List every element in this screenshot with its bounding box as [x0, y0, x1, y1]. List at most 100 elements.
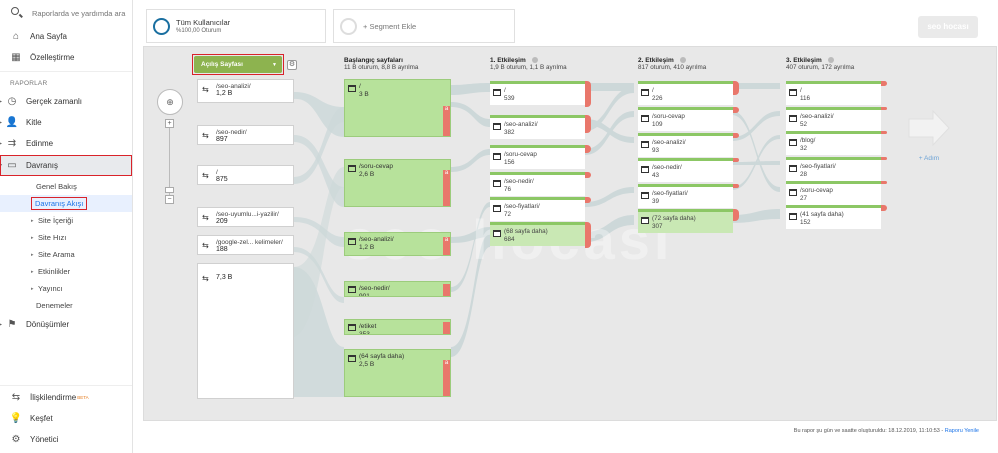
info-icon[interactable]: [531, 57, 538, 64]
subnav-events[interactable]: ▸ Etkinlikler: [0, 263, 132, 280]
nav-acquisition[interactable]: ▸ ⇉ Edinme: [0, 133, 132, 154]
dropoff-bar[interactable]: a: [443, 237, 450, 255]
interaction3-node[interactable]: /seo-fiyatlari/ 28: [786, 157, 887, 181]
dropoff-tab[interactable]: [881, 131, 887, 134]
start-page-node[interactable]: /seo-analizi/1,2 B a: [344, 232, 451, 256]
node-label: /soru-cevap: [652, 113, 685, 120]
start-page-node[interactable]: /seo-nedir/901: [344, 281, 451, 297]
subnav-site-speed[interactable]: ▸ Site Hızı: [0, 229, 132, 246]
info-icon[interactable]: [827, 57, 834, 64]
dropoff-tab[interactable]: [585, 197, 591, 203]
zoom-slider-handle[interactable]: [165, 187, 174, 193]
refresh-report-link[interactable]: Raporu Yenile: [944, 428, 979, 434]
interaction3-node[interactable]: /soru-cevap 27: [786, 181, 887, 205]
nav-discover[interactable]: 💡 Keşfet: [0, 408, 132, 429]
subnav-overview[interactable]: Genel Bakış: [0, 178, 132, 195]
interaction2-node[interactable]: / 226: [638, 81, 739, 105]
interaction1-node[interactable]: /seo-analizi/ 382: [490, 115, 591, 139]
behavior-flow-canvas[interactable]: seo hocası Açılış Sayfası ⚙ ⊕ + − ⇆ /seo…: [143, 46, 997, 421]
dropoff-tab[interactable]: [881, 107, 887, 110]
node-value: 28: [800, 170, 808, 178]
start-page-node[interactable]: /etiket 353: [344, 319, 451, 335]
interaction1-node[interactable]: /soru-cevap 156: [490, 145, 591, 169]
dropoff-tab[interactable]: [585, 172, 591, 178]
pan-control-icon[interactable]: ⊕: [157, 89, 183, 115]
zoom-out-button[interactable]: −: [165, 195, 174, 204]
dropoff-bar[interactable]: [443, 284, 450, 296]
interaction1-node[interactable]: (68 sayfa daha) 684: [490, 222, 591, 248]
interaction2-node[interactable]: /seo-fiyatlari/ 39: [638, 184, 739, 208]
search-icon: [10, 6, 24, 20]
dropoff-tab[interactable]: [881, 181, 887, 184]
dropoff-tab[interactable]: [881, 157, 887, 160]
source-node-value: 875: [216, 176, 228, 183]
nav-admin[interactable]: ⚙ Yönetici: [0, 429, 132, 450]
nav-behavior[interactable]: ▾ ▭ Davranış: [0, 155, 132, 176]
dropoff-tab[interactable]: [733, 184, 739, 188]
interaction3-node[interactable]: (41 sayfa daha) 152: [786, 205, 887, 229]
dropoff-tab[interactable]: [733, 107, 739, 113]
start-page-node[interactable]: /soru-cevap 2,6 B a: [344, 159, 451, 207]
interaction3-node[interactable]: /blog/ 32: [786, 131, 887, 155]
nav-realtime[interactable]: ▸ ◷ Gerçek zamanlı: [0, 91, 132, 112]
dropoff-tab[interactable]: [585, 145, 591, 153]
interaction2-node[interactable]: (72 sayfa daha) 307: [638, 209, 739, 233]
dropoff-tab[interactable]: [585, 222, 591, 248]
zoom-slider-track[interactable]: [169, 125, 170, 195]
dropoff-tab[interactable]: [881, 81, 887, 86]
search-input[interactable]: [32, 8, 132, 18]
dropoff-tab[interactable]: [733, 209, 739, 221]
subnav-behavior-flow[interactable]: Davranış Akışı: [0, 195, 132, 212]
node-value: 901: [359, 293, 370, 297]
add-segment-button[interactable]: + Segment Ekle: [333, 9, 515, 43]
node-value: 32: [800, 144, 808, 152]
nav-home[interactable]: ⌂ Ana Sayfa: [0, 26, 132, 47]
landing-page-dropdown[interactable]: Açılış Sayfası: [194, 56, 282, 73]
subnav-site-search[interactable]: ▸ Site Arama: [0, 246, 132, 263]
interaction1-node[interactable]: / 539: [490, 81, 591, 107]
nav-attribution[interactable]: ⇆ İlişkilendirme BETA: [0, 387, 132, 408]
nav-customization[interactable]: ▦ Özelleştirme: [0, 47, 132, 68]
search-bar[interactable]: [0, 0, 132, 26]
add-step-button[interactable]: + Adım: [904, 109, 954, 162]
dropoff-tab[interactable]: [733, 158, 739, 162]
interaction2-node[interactable]: /seo-analizi/ 93: [638, 133, 739, 157]
dropoff-bar[interactable]: a: [443, 360, 450, 396]
source-node[interactable]: ⇆ /seo-analizi/ 1,2 B: [197, 79, 294, 103]
column-subtitle: 817 oturum, 410 ayrılma: [638, 64, 707, 71]
source-node-value: 7,3 B: [216, 274, 233, 281]
dropoff-bar[interactable]: a: [443, 106, 450, 136]
interaction3-node[interactable]: /seo-analizi/ 52: [786, 107, 887, 131]
expand-caret-icon: ▸: [31, 268, 34, 275]
interaction3-node[interactable]: / 116: [786, 81, 887, 105]
dropoff-tab[interactable]: [585, 115, 591, 133]
interaction1-node[interactable]: /seo-nedir/ 76: [490, 172, 591, 196]
interaction2-node[interactable]: /seo-nedir/ 43: [638, 158, 739, 182]
interaction1-node[interactable]: /seo-fiyatlari/ 72: [490, 197, 591, 221]
source-node[interactable]: ⇆ /seo-uyumlu...i-yazilir/ 209: [197, 207, 294, 227]
dropoff-bar[interactable]: [443, 322, 450, 334]
zoom-in-button[interactable]: +: [165, 119, 174, 128]
dropoff-tab[interactable]: [733, 81, 739, 95]
interaction2-node[interactable]: /soru-cevap 109: [638, 107, 739, 131]
dropoff-tab[interactable]: [585, 81, 591, 107]
subnav-experiments[interactable]: Denemeler: [0, 297, 132, 314]
node-value: 156: [504, 158, 515, 166]
subnav-publisher[interactable]: ▸ Yayıncı: [0, 280, 132, 297]
dropoff-bar[interactable]: a: [443, 170, 450, 206]
nav-admin-label: Yönetici: [30, 435, 59, 444]
gear-icon[interactable]: ⚙: [287, 60, 297, 70]
nav-conversions[interactable]: ▸ ⚑ Dönüşümler: [0, 314, 132, 335]
segment-all-users[interactable]: Tüm Kullanıcılar %100,00 Oturum: [146, 9, 326, 43]
info-icon[interactable]: [679, 57, 686, 64]
dropoff-tab[interactable]: [733, 133, 739, 138]
start-page-node[interactable]: /3 B a: [344, 79, 451, 137]
start-page-node[interactable]: (64 sayfa daha) 2,5 B a: [344, 349, 451, 397]
subnav-site-content[interactable]: ▸ Site İçeriği: [0, 212, 132, 229]
source-node[interactable]: ⇆ 7,3 B: [197, 263, 294, 399]
source-node[interactable]: ⇆ / 875: [197, 165, 294, 185]
source-node[interactable]: ⇆ /seo-nedir/ 897: [197, 125, 294, 145]
dropoff-tab[interactable]: [881, 205, 887, 211]
nav-audience[interactable]: ▸ 👤 Kitle: [0, 112, 132, 133]
source-node[interactable]: ⇆ /google-zel... kelimeler/ 188: [197, 235, 294, 255]
